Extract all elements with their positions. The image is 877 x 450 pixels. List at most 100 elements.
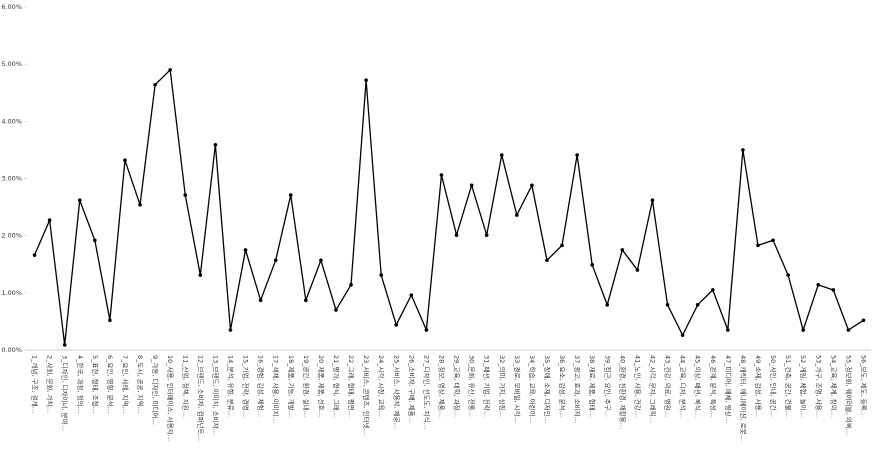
point — [258, 298, 263, 303]
point — [243, 248, 248, 252]
x-tick-label: 29_교육, 대학, 과정… — [453, 355, 462, 417]
point — [409, 293, 414, 297]
x-tick-label: 44_교육, 디자, 분석… — [679, 355, 688, 417]
x-tick-label: 20_제품, 제품, 선호… — [317, 355, 326, 417]
x-tick-label: 50_사인, 안내, 공간… — [769, 355, 778, 417]
x-tick-label: 23_서비스, 콘텐츠, 인터넷… — [362, 355, 371, 435]
point — [710, 288, 715, 292]
x-tick-label: 26_소비자, 구매, 제품… — [407, 355, 416, 423]
y-tick-label: 6.00% — [1, 3, 22, 11]
point — [228, 328, 233, 332]
point — [846, 328, 851, 332]
x-tick-label: 54_교육, 체계, 창의… — [829, 355, 838, 417]
point — [183, 193, 188, 197]
point — [123, 158, 127, 163]
x-tick-label: 1_개념, 구조, 걸게… — [31, 355, 40, 413]
x-tick-label: 14_분석, 유형, 분류… — [226, 355, 235, 417]
point — [605, 303, 610, 307]
x-tick-label: 46_관계, 분석, 특성… — [709, 355, 718, 417]
point — [198, 273, 203, 277]
point — [439, 173, 444, 177]
point — [515, 213, 519, 217]
x-tick-label: 24_시각, 시장, 교육… — [377, 355, 386, 417]
x-tick-label: 15_기업, 전략, 경영… — [242, 355, 251, 417]
point — [545, 258, 549, 263]
point — [62, 343, 67, 347]
x-tick-label: 25_서비스, 사용자, 제공… — [392, 355, 401, 429]
x-tick-label: 45_의상, 패션, 복식… — [694, 355, 703, 417]
y-tick-label: 3.00% — [1, 175, 22, 183]
point — [560, 243, 564, 248]
x-tick-label: 47_미디어, 매체, 영상… — [724, 355, 733, 423]
x-tick-label: 6_요인, 영향, 분석… — [106, 355, 115, 413]
x-tick-label: 2_사회, 문화, 가치… — [46, 355, 55, 413]
point — [319, 258, 323, 263]
x-tick-label: 39_접근, 요인, 추구… — [603, 355, 612, 417]
x-tick-label: 56_보도, 제도, 등록… — [859, 355, 867, 417]
x-tick-label: 43_건강, 의료, 병원… — [664, 355, 673, 417]
x-tick-label: 31_패션, 기업, 전략… — [483, 355, 492, 417]
point — [786, 273, 790, 277]
y-tick-label: 1.00% — [1, 289, 22, 297]
point — [469, 183, 474, 188]
x-tick-label: 38_재료, 제품, 형태… — [588, 355, 596, 417]
point — [575, 153, 579, 157]
point — [756, 243, 760, 248]
x-tick-label: 5_표현, 형태, 조형… — [91, 355, 99, 413]
x-tick-label: 21_평가, 형식, 그래… — [332, 355, 341, 417]
point — [680, 333, 685, 337]
x-tick-label: 40_환경, 친환경, 재활용… — [618, 355, 627, 429]
x-tick-label: 42_시각, 문자, 그래픽… — [648, 355, 657, 423]
point — [273, 258, 278, 263]
point — [304, 298, 308, 303]
point — [665, 303, 670, 307]
x-tick-label: 51_건축, 공간, 건물… — [784, 355, 793, 417]
point — [741, 148, 745, 152]
point — [831, 288, 836, 292]
point — [801, 328, 805, 332]
x-tick-label: 11_산업, 정책, 지원… — [181, 355, 190, 417]
x-tick-label: 13_브랜드, 이미지, 소비자… — [211, 355, 220, 435]
point — [771, 238, 775, 243]
point — [635, 268, 640, 272]
point — [32, 253, 37, 257]
point — [484, 233, 489, 237]
x-tick-label: 49_소재, 감성, 사용… — [754, 355, 763, 417]
point — [379, 273, 383, 277]
point — [288, 193, 293, 197]
x-tick-label: 37_광고, 효과, 소비자… — [573, 355, 582, 423]
x-tick-label: 35_장애, 소재, 디자인… — [543, 355, 552, 423]
point — [499, 153, 504, 157]
x-tick-label: 22_그래, 형태, 평면… — [347, 355, 356, 417]
x-tick-label: 41_노인, 사용, 건강… — [633, 355, 642, 417]
point — [530, 183, 534, 188]
point — [861, 318, 866, 323]
point — [695, 303, 700, 307]
point — [213, 142, 218, 147]
x-tick-label: 30_문화, 유산, 전통… — [468, 355, 477, 417]
x-tick-label: 8_도시, 공공, 지역… — [136, 355, 145, 413]
x-tick-label: 53_가구, 조명, 사용… — [814, 355, 823, 417]
x-tick-label: 7_요인, 사례, 지역… — [121, 355, 130, 413]
point — [364, 78, 368, 82]
point — [454, 233, 459, 237]
point — [93, 238, 97, 243]
point — [47, 218, 52, 223]
x-tick-label: 33_경로, 모바일, 시각… — [513, 355, 522, 423]
x-tick-label: 55_정보화, 웨어러블, 의복… — [844, 355, 853, 435]
x-tick-label: 34_학습, 교육, 어린이… — [528, 355, 537, 423]
point — [424, 328, 429, 332]
x-tick-label: 19_공간, 환경, 실내… — [302, 355, 311, 417]
x-tick-label: 3_디자인, 디자이너, 분야… — [61, 355, 70, 431]
line — [33, 68, 864, 345]
point — [77, 198, 82, 203]
x-tick-label: 32_의미, 가치, 상징… — [498, 355, 507, 417]
point — [349, 283, 353, 287]
point — [153, 82, 157, 87]
point — [108, 318, 112, 323]
x-tick-label: 17_색채, 사용, 이미지… — [272, 355, 281, 423]
point — [168, 68, 172, 72]
x-tick-label: 4_한국, 과정, 정의… — [76, 355, 85, 413]
